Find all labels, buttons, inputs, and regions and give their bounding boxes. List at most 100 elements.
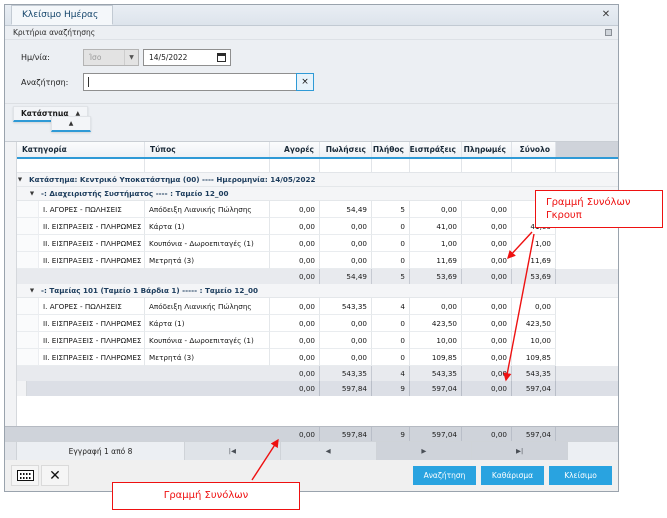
grand-total-plithos: 9 xyxy=(372,427,410,441)
cell-type: Απόδειξη Λιανικής Πώλησης xyxy=(145,201,270,218)
store-total-plithos: 9 xyxy=(372,381,410,396)
cell-type: Κουπόνια - Δωροεπιταγές (1) xyxy=(145,332,270,349)
store-total-pliromes: 0,00 xyxy=(462,381,512,396)
bottom-toolbar: ✕ Αναζήτηση Καθάρισμα Κλείσιμο xyxy=(5,460,618,491)
cell-pliromes: 0,00 xyxy=(462,315,512,332)
cell-plithos: 0 xyxy=(372,332,410,349)
table-row[interactable]: Ι. ΑΓΟΡΕΣ - ΠΩΛΗΣΕΙΣ Απόδειξη Λιανικής Π… xyxy=(5,298,618,315)
cell-agores: 0,00 xyxy=(270,298,320,315)
cell-category: ΙΙ. ΕΙΣΠΡΑΞΕΙΣ - ΠΛΗΡΩΜΕΣ xyxy=(39,332,145,349)
group-by-panel[interactable]: Κατάστημα ▲ ▲ xyxy=(5,104,618,142)
filter-cell-eispraxeis[interactable] xyxy=(410,159,462,172)
operator-select[interactable]: Ίσο ▼ xyxy=(83,48,139,66)
cell-poliseis: 543,35 xyxy=(320,298,372,315)
calendar-icon[interactable] xyxy=(217,52,226,62)
pager-first-button[interactable]: |◀ xyxy=(185,442,281,460)
column-header-pliromes[interactable]: Πληρωμές xyxy=(462,142,512,157)
group-row-store[interactable]: ▶ ▼ Κατάστημα: Κεντρικό Υποκατάστημα (00… xyxy=(5,173,618,187)
cell-eispraxeis: 10,00 xyxy=(410,332,462,349)
keyboard-button[interactable] xyxy=(11,465,39,486)
date-input[interactable]: 14/5/2022 xyxy=(143,48,231,66)
search-input[interactable]: × xyxy=(83,73,314,91)
expander-icon-group-1[interactable]: ▼ xyxy=(29,190,35,197)
cell-plithos: 4 xyxy=(372,298,410,315)
group-total-pliromes: 0,00 xyxy=(462,366,512,381)
cell-eispraxeis: 41,00 xyxy=(410,218,462,235)
table-row[interactable]: Ι. ΑΓΟΡΕΣ - ΠΩΛΗΣΕΙΣ Απόδειξη Λιανικής Π… xyxy=(5,201,618,218)
filter-cell-category[interactable] xyxy=(17,159,145,172)
group-total-agores: 0,00 xyxy=(270,269,320,284)
table-row[interactable]: ΙΙ. ΕΙΣΠΡΑΞΕΙΣ - ΠΛΗΡΩΜΕΣ Κάρτα (1) 0,00… xyxy=(5,218,618,235)
sort-ascending-icon[interactable]: ▲ xyxy=(75,110,81,117)
cell-plithos: 0 xyxy=(372,235,410,252)
cell-plithos: 0 xyxy=(372,218,410,235)
expander-icon-store[interactable]: ▼ xyxy=(17,176,23,183)
filter-cell-poliseis[interactable] xyxy=(320,159,372,172)
row-indent xyxy=(17,218,39,235)
cell-pliromes: 0,00 xyxy=(462,201,512,218)
group-row-1[interactable]: ▼ -: Διαχειριστής Συστήματος ---- : Ταμε… xyxy=(5,187,618,201)
pager-last-button[interactable]: ▶| xyxy=(472,442,568,460)
column-header-plithos[interactable]: Πλήθος xyxy=(372,142,410,157)
cell-poliseis: 0,00 xyxy=(320,332,372,349)
group-chip-store-label: Κατάστημα xyxy=(21,109,69,118)
title-bar: Κλείσιμο Ημέρας ✕ xyxy=(5,5,618,26)
cell-agores: 0,00 xyxy=(270,235,320,252)
column-header-agores[interactable]: Αγορές xyxy=(270,142,320,157)
tools-button[interactable]: ✕ xyxy=(41,465,69,486)
clear-search-button[interactable]: × xyxy=(296,73,314,91)
store-total-blank xyxy=(27,381,270,396)
cell-category: Ι. ΑΓΟΡΕΣ - ΠΩΛΗΣΕΙΣ xyxy=(39,298,145,315)
action-buttons: Αναζήτηση Καθάρισμα Κλείσιμο xyxy=(413,466,612,485)
chevron-down-icon[interactable]: ▼ xyxy=(124,49,138,65)
pin-icon[interactable] xyxy=(605,29,612,36)
cell-eispraxeis: 0,00 xyxy=(410,298,462,315)
cell-poliseis: 0,00 xyxy=(320,349,372,366)
row-indent xyxy=(17,201,39,218)
cell-pliromes: 0,00 xyxy=(462,349,512,366)
cell-poliseis: 0,00 xyxy=(320,235,372,252)
filter-cell-type[interactable] xyxy=(145,159,270,172)
filter-cell-agores[interactable] xyxy=(270,159,320,172)
clear-button[interactable]: Καθάρισμα xyxy=(481,466,544,485)
pager-next-button[interactable]: ▶ xyxy=(376,442,473,460)
row-indent xyxy=(17,252,39,269)
group-chip-secondary[interactable]: ▲ xyxy=(51,116,91,132)
cell-poliseis: 0,00 xyxy=(320,252,372,269)
column-header-category[interactable]: Κατηγορία xyxy=(17,142,145,157)
table-row[interactable]: ΙΙ. ΕΙΣΠΡΑΞΕΙΣ - ΠΛΗΡΩΜΕΣ Μετρητά (3) 0,… xyxy=(5,349,618,366)
close-button[interactable]: Κλείσιμο xyxy=(549,466,612,485)
grid-filter-row[interactable]: ▼ xyxy=(5,159,618,173)
table-row[interactable]: ΙΙ. ΕΙΣΠΡΑΞΕΙΣ - ΠΛΗΡΩΜΕΣ Κάρτα (1) 0,00… xyxy=(5,315,618,332)
pager-prev-button[interactable]: ◀ xyxy=(280,442,377,460)
sort-ascending-icon-2[interactable]: ▲ xyxy=(68,120,74,127)
column-header-synolo[interactable]: Σύνολο xyxy=(512,142,556,157)
text-caret xyxy=(88,77,89,87)
expander-icon-group-2[interactable]: ▼ xyxy=(29,287,35,294)
search-button[interactable]: Αναζήτηση xyxy=(413,466,476,485)
table-row[interactable]: ΙΙ. ΕΙΣΠΡΑΞΕΙΣ - ΠΛΗΡΩΜΕΣ Μετρητά (3) 0,… xyxy=(5,252,618,269)
table-row[interactable]: ΙΙ. ΕΙΣΠΡΑΞΕΙΣ - ΠΛΗΡΩΜΕΣ Κουπόνια - Δωρ… xyxy=(5,235,618,252)
window-tab[interactable]: Κλείσιμο Ημέρας xyxy=(11,5,114,25)
cell-agores: 0,00 xyxy=(270,218,320,235)
group-total-eispraxeis: 53,69 xyxy=(410,269,462,284)
cell-synolo: 11,69 xyxy=(512,252,556,269)
cell-pliromes: 0,00 xyxy=(462,252,512,269)
filter-cell-plithos[interactable] xyxy=(372,159,410,172)
table-row[interactable]: ΙΙ. ΕΙΣΠΡΑΞΕΙΣ - ΠΛΗΡΩΜΕΣ Κουπόνια - Δωρ… xyxy=(5,332,618,349)
record-info: Εγγραφή 1 από 8 xyxy=(17,442,185,460)
column-header-filler xyxy=(556,142,618,157)
close-icon[interactable]: ✕ xyxy=(601,9,611,20)
filter-cell-synolo[interactable] xyxy=(512,159,556,172)
group-row-2[interactable]: ▼ -: Ταμείας 101 (Ταμείο 1 Βάρδια 1) ---… xyxy=(5,284,618,298)
column-header-eispraxeis[interactable]: Εισπράξεις xyxy=(410,142,462,157)
grand-total-agores: 0,00 xyxy=(270,427,320,441)
cell-plithos: 0 xyxy=(372,349,410,366)
group-total-poliseis: 54,49 xyxy=(320,269,372,284)
column-header-poliseis[interactable]: Πωλήσεις xyxy=(320,142,372,157)
cell-category: ΙΙ. ΕΙΣΠΡΑΞΕΙΣ - ΠΛΗΡΩΜΕΣ xyxy=(39,218,145,235)
cell-synolo: 10,00 xyxy=(512,332,556,349)
column-header-type[interactable]: Τύπος xyxy=(145,142,270,157)
filter-cell-pliromes[interactable] xyxy=(462,159,512,172)
grand-total-eispraxeis: 597,04 xyxy=(410,427,462,441)
